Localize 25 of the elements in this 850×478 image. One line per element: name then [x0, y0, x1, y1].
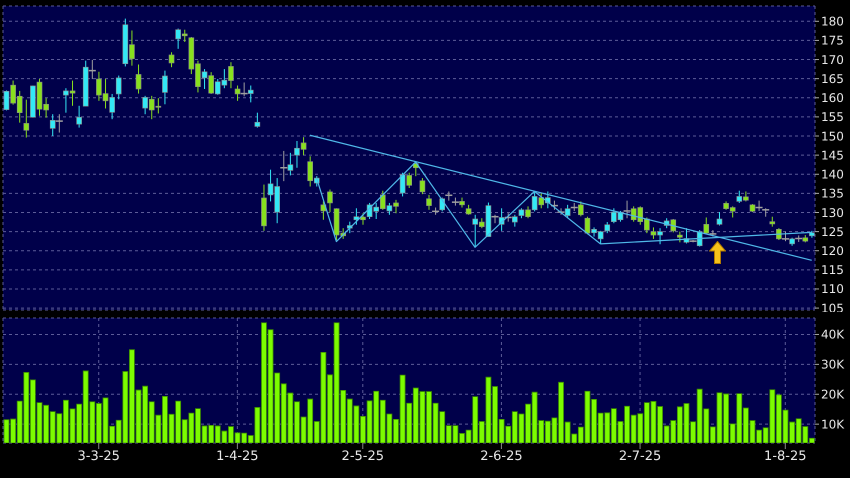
x-tick-label: 1-4-25: [216, 449, 259, 464]
y-tick-label: 40K: [821, 328, 846, 342]
y-tick-label: 180: [821, 14, 844, 29]
y-tick-label: 160: [821, 91, 844, 106]
y-tick-label: 110: [821, 282, 844, 296]
x-tick-label: 2-7-25: [618, 449, 662, 464]
y-tick-label: 135: [821, 186, 844, 201]
x-tick-label: 1-8-25: [764, 449, 807, 464]
y-tick-label: 150: [821, 129, 844, 144]
y-tick-label: 145: [821, 148, 844, 162]
y-tick-label: 120: [821, 244, 844, 258]
y-tick-label: 130: [821, 206, 844, 220]
y-tick-label: 175: [821, 34, 844, 48]
y-tick-label: 165: [821, 72, 844, 86]
x-tick-label: 3-3-25: [77, 449, 120, 464]
y-tick-label: 140: [821, 168, 844, 182]
y-tick-label: 155: [821, 110, 844, 124]
y-tick-label: 10K: [821, 417, 846, 432]
y-tick-label: 115: [821, 263, 844, 278]
y-tick-label: 170: [821, 52, 844, 67]
x-tick-label: 2-6-25: [480, 449, 523, 464]
y-tick-label: 20K: [821, 388, 846, 402]
y-tick-label: 30K: [821, 358, 846, 372]
y-tick-label: 125: [821, 224, 844, 239]
x-tick-label: 2-5-25: [342, 449, 384, 464]
